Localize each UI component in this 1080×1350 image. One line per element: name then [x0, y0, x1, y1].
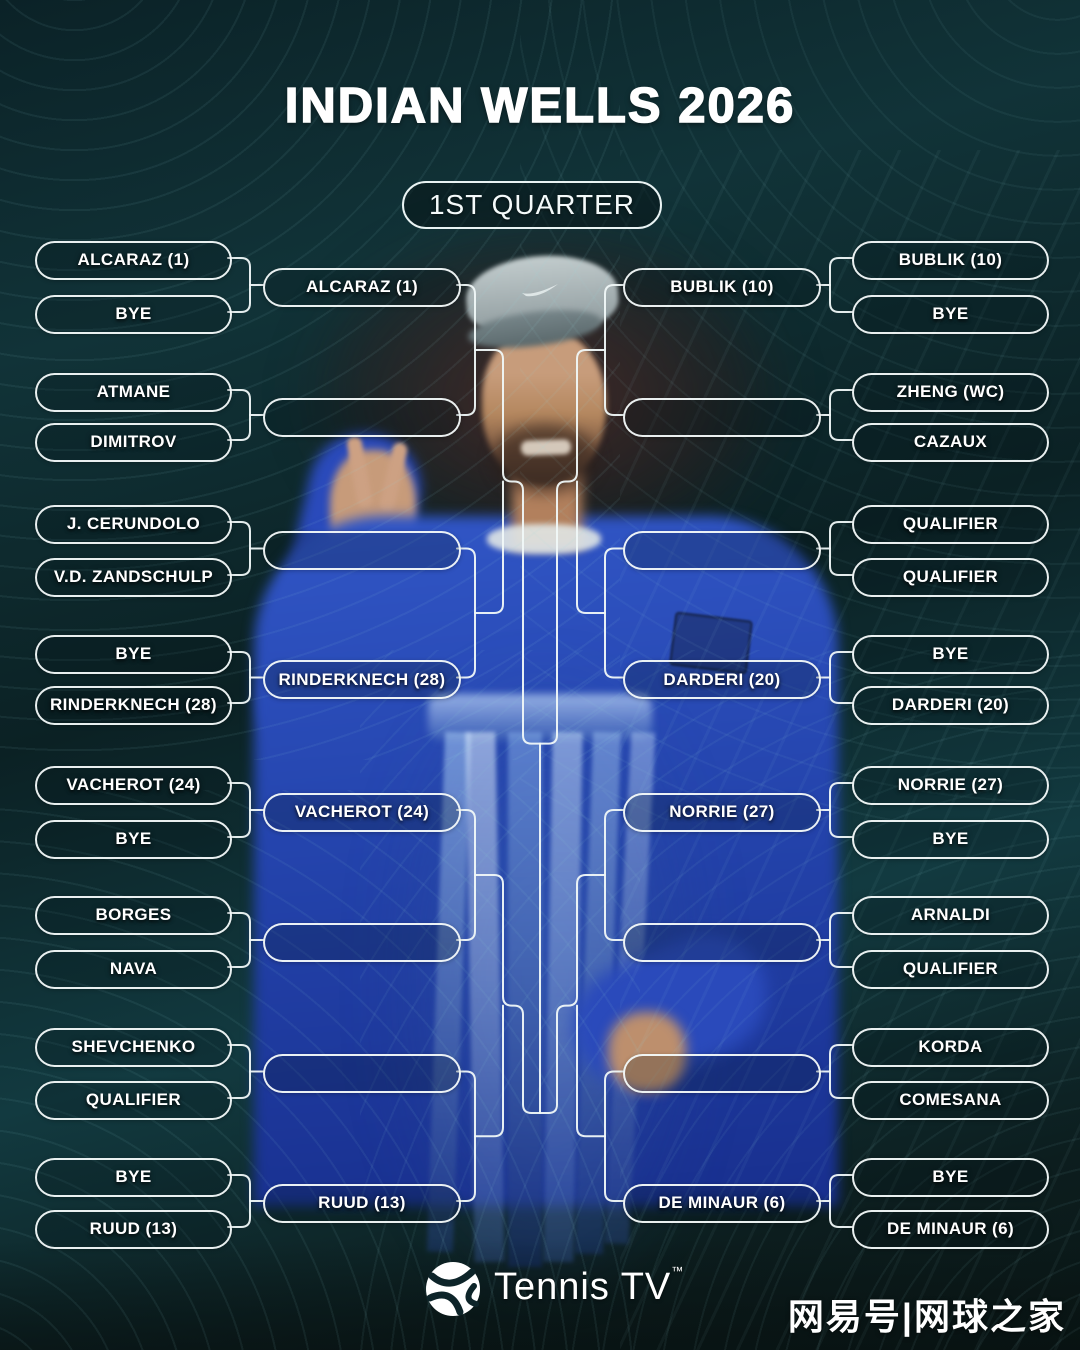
wave-texture-bottom-left	[0, 790, 640, 1350]
footer: Tennis TV™ 网易号|网球之家	[0, 1252, 1080, 1337]
page-title: INDIAN WELLS 2026	[284, 78, 796, 134]
player-pill-right-r2-4: NORRIE (27)	[623, 792, 821, 832]
player-pill-right-r1-2-0: QUALIFIER	[852, 504, 1049, 544]
player-pill-left-r1-3-1: RINDERKNECH (28)	[35, 685, 232, 725]
player-pill-left-r1-5-1: NAVA	[35, 949, 232, 989]
player-pill-left-r1-0-0: ALCARAZ (1)	[35, 240, 232, 280]
watermark: 网易号|网球之家	[787, 1296, 1066, 1337]
wave-texture-top-left	[0, 0, 620, 760]
player-pill-right-r1-6-0: KORDA	[852, 1027, 1049, 1067]
player-pill-right-r2-7: DE MINAUR (6)	[623, 1183, 821, 1223]
player-pill-right-r2-5	[623, 922, 821, 962]
player-pill-right-r2-3: DARDERI (20)	[623, 660, 821, 699]
player-pill-right-r2-6	[623, 1054, 821, 1093]
player-pill-left-r2-5	[263, 922, 461, 962]
player-pill-right-r1-1-0: ZHENG (WC)	[852, 372, 1049, 412]
player-pill-right-r1-4-0: NORRIE (27)	[852, 765, 1049, 805]
round-label: 1ST QUARTER	[428, 189, 635, 220]
player-pill-left-r1-6-0: SHEVCHENKO	[35, 1027, 232, 1067]
player-pill-right-r2-2	[623, 531, 821, 570]
player-pill-right-r1-7-0: BYE	[852, 1157, 1049, 1197]
tennistv-logo-text: Tennis TV™	[494, 1264, 685, 1308]
bottom-shadow	[0, 1238, 1080, 1350]
player-pill-right-r1-2-1: QUALIFIER	[852, 557, 1049, 597]
player-pill-right-r2-0: BUBLIK (10)	[623, 267, 821, 307]
hand-on-trophy	[608, 1012, 686, 1092]
player-pill-right-r1-3-0: BYE	[852, 634, 1049, 674]
player-pill-left-r2-6	[263, 1054, 461, 1093]
player-pill-left-r1-4-1: BYE	[35, 819, 232, 859]
player-pill-right-r1-6-1: COMESANA	[852, 1080, 1049, 1120]
trophy-facet	[508, 732, 542, 1267]
player-pill-left-r1-1-1: DIMITROV	[35, 422, 232, 462]
nike-swoosh-icon	[522, 284, 558, 297]
player-pill-left-r1-6-1: QUALIFIER	[35, 1080, 232, 1120]
collar	[487, 524, 601, 554]
player-pill-left-r2-1	[263, 397, 461, 437]
player-pill-left-r1-2-0: J. CERUNDOLO	[35, 504, 232, 544]
player-pill-right-r1-5-1: QUALIFIER	[852, 949, 1049, 989]
player-pill-left-r1-2-1: V.D. ZANDSCHULP	[35, 557, 232, 597]
tennistv-ball-icon	[426, 1262, 480, 1316]
player-pill-right-r1-0-0: BUBLIK (10)	[852, 240, 1049, 280]
player-pill-right-r1-5-0: ARNALDI	[852, 895, 1049, 935]
player-pill-left-r1-1-0: ATMANE	[35, 372, 232, 412]
player-pill-left-r2-4: VACHEROT (24)	[263, 792, 461, 832]
player-pill-right-r1-7-1: DE MINAUR (6)	[852, 1209, 1049, 1249]
player-pill-right-r1-3-1: DARDERI (20)	[852, 685, 1049, 725]
trademark-symbol: ™	[671, 1264, 685, 1278]
round-label-pill: 1ST QUARTER	[402, 181, 662, 229]
player-pill-left-r2-0: ALCARAZ (1)	[263, 267, 461, 307]
player-pill-right-r1-1-1: CAZAUX	[852, 422, 1049, 462]
diagonal-streak-texture	[620, 150, 1080, 1350]
player-pill-left-r1-3-0: BYE	[35, 634, 232, 674]
player-pill-right-r2-1	[623, 397, 821, 437]
player-pill-left-r2-7: RUUD (13)	[263, 1183, 461, 1223]
player-pill-left-r1-4-0: VACHEROT (24)	[35, 765, 232, 805]
player-pill-right-r1-4-1: BYE	[852, 819, 1049, 859]
player-pill-left-r1-0-1: BYE	[35, 294, 232, 334]
player-pill-right-r1-0-1: BYE	[852, 294, 1049, 334]
player-pill-left-r2-3: RINDERKNECH (28)	[263, 660, 461, 699]
player-pill-left-r1-5-0: BORGES	[35, 895, 232, 935]
player-pill-left-r1-7-1: RUUD (13)	[35, 1209, 232, 1249]
player-pill-left-r2-2	[263, 531, 461, 570]
player-pill-left-r1-7-0: BYE	[35, 1157, 232, 1197]
